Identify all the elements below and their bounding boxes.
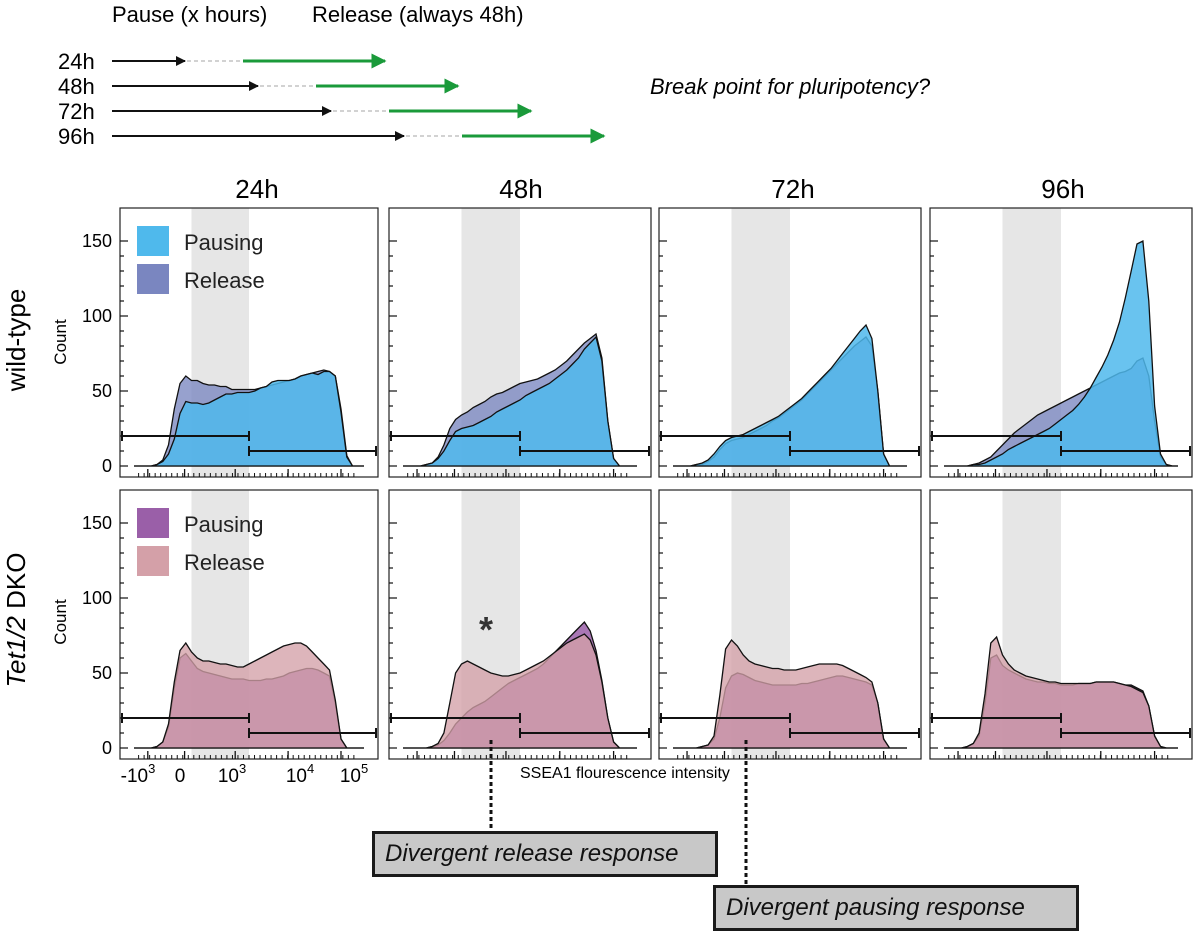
release-label: Release (always 48h): [312, 2, 524, 27]
y-tick-label-100: 100: [82, 588, 112, 608]
area-pausing: [134, 370, 364, 467]
y-ticks: [930, 522, 938, 749]
callout-divergent-pausing-text: Divergent pausing response: [726, 894, 1025, 921]
gate-positive: [248, 728, 377, 738]
gate-positive: [1060, 446, 1191, 456]
gate-positive: [519, 728, 650, 738]
legend-label-pausing: Pausing: [184, 230, 264, 255]
asterisk: *: [479, 609, 493, 650]
row-label-wild-type: wild-type: [1, 289, 31, 393]
ylabel-bottom: Count: [51, 599, 70, 645]
y-ticks: [120, 240, 128, 467]
x-ticks: [407, 469, 628, 477]
legend-label-release: Release: [184, 268, 265, 293]
schematic-row-label: 24h: [58, 49, 95, 74]
callout-divergent-pausing: Divergent pausing response: [713, 885, 1079, 931]
column-header-72h: 72h: [771, 174, 814, 204]
x-tick-label-1e3: 103: [218, 761, 246, 787]
legend-swatch-release: [137, 546, 169, 576]
y-tick-label-50: 50: [92, 381, 112, 401]
schematic-row-24h: 24h: [58, 49, 387, 74]
legend-label-pausing: Pausing: [184, 512, 264, 537]
area-release: [944, 635, 1178, 749]
area-release: [403, 633, 637, 749]
schematic-row-label: 96h: [58, 124, 95, 149]
x-tick-label-neg-1e3: -103: [121, 761, 156, 787]
question-text: Break point for pluripotency?: [650, 74, 931, 99]
schematic-row-label: 72h: [58, 99, 95, 124]
y-tick-label-150: 150: [82, 513, 112, 533]
panels: 0 50 100 150 Pausing Release 0 50 100 150 Pausing R…: [82, 207, 1193, 760]
area-pausing: [944, 239, 1178, 467]
panel-wt-24h: 0 50 100 150 Pausing Release: [82, 207, 379, 478]
schematic-row-48h: 48h: [58, 74, 460, 99]
legend: Pausing Release: [137, 508, 265, 576]
panel-wt-48h: [388, 207, 652, 478]
x-axis-label: SSEA1 flourescence intensity: [520, 765, 730, 782]
y-tick-label-0: 0: [102, 738, 112, 758]
y-ticks: [389, 240, 397, 467]
schematic-row-96h: 96h: [58, 124, 606, 149]
column-header-24h: 24h: [235, 174, 278, 204]
y-tick-label-100: 100: [82, 306, 112, 326]
area-release: [134, 641, 364, 749]
gate-positive: [789, 728, 920, 738]
panel-dko-72h: [658, 489, 922, 760]
pause-label: Pause (x hours): [112, 2, 267, 27]
x-ticks: [948, 751, 1169, 759]
legend-label-release: Release: [184, 550, 265, 575]
legend-swatch-pausing: [137, 226, 169, 256]
y-ticks: [930, 240, 938, 467]
gate-positive: [248, 446, 377, 456]
area-pausing: [673, 323, 907, 467]
y-ticks: [120, 522, 128, 749]
panel-dko-24h: 0 50 100 150 Pausing Release: [82, 489, 379, 760]
panel-dko-96h: [929, 489, 1193, 760]
column-header-96h: 96h: [1041, 174, 1084, 204]
legend-swatch-pausing: [137, 508, 169, 538]
x-ticks: [407, 751, 628, 759]
x-ticks: [677, 751, 898, 759]
column-headers: 24h 48h 72h 96h: [235, 174, 1084, 204]
callout-divergent-release-text: Divergent release response: [385, 840, 679, 867]
y-tick-label-50: 50: [92, 663, 112, 683]
column-header-48h: 48h: [499, 174, 542, 204]
y-tick-label-150: 150: [82, 231, 112, 251]
callout-divergent-release: Divergent release response: [372, 831, 718, 877]
area-pausing: [403, 335, 637, 467]
ylabel-top: Count: [51, 319, 70, 365]
row-label-dko: Tet1/2 DKO: [1, 553, 31, 688]
x-tick-label-1e5: 105: [340, 761, 368, 787]
x-tick-labels: -103 0 103 104 105: [121, 761, 369, 787]
area-release: [673, 638, 907, 749]
x-ticks: [138, 469, 355, 477]
y-ticks: [659, 522, 667, 749]
row-label-dko-italic: Tet1/2: [1, 616, 31, 688]
x-ticks: [138, 751, 355, 759]
schematic: Pause (x hours) Release (always 48h) Bre…: [58, 2, 931, 149]
legend: Pausing Release: [137, 226, 265, 294]
x-tick-label-zero: 0: [175, 766, 186, 787]
gate-positive: [1060, 728, 1191, 738]
y-ticks: [659, 240, 667, 467]
row-label-dko-rest: DKO: [1, 553, 31, 617]
x-tick-label-1e4: 104: [286, 761, 314, 787]
panel-wt-96h: [929, 207, 1193, 478]
y-tick-label-0: 0: [102, 456, 112, 476]
panel-wt-72h: [658, 207, 922, 478]
schematic-row-72h: 72h: [58, 99, 533, 124]
y-ticks: [389, 522, 397, 749]
panel-dko-48h: [388, 489, 652, 760]
x-ticks: [948, 469, 1169, 477]
gate-positive: [789, 446, 920, 456]
schematic-row-label: 48h: [58, 74, 95, 99]
x-ticks: [677, 469, 898, 477]
legend-swatch-release: [137, 264, 169, 294]
gate-positive: [519, 446, 650, 456]
